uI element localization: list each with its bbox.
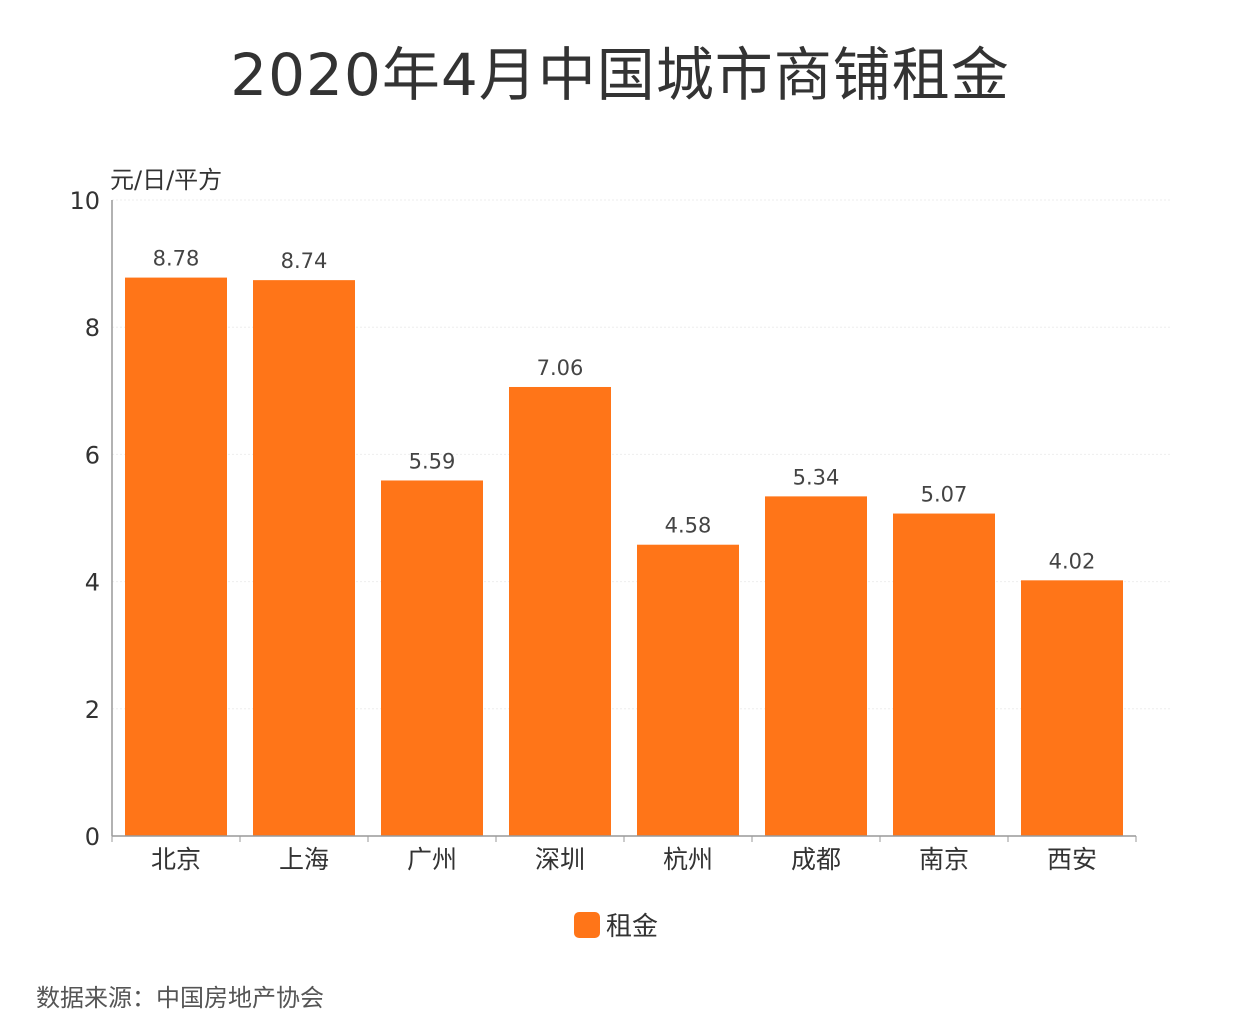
chart-title: 2020年4月中国城市商铺租金: [230, 41, 1010, 109]
x-tick-label: 深圳: [535, 845, 585, 874]
x-tick-label: 杭州: [663, 845, 713, 874]
data-label: 5.07: [921, 483, 968, 507]
y-tick-label: 0: [85, 823, 100, 851]
y-tick-label: 4: [85, 569, 100, 597]
data-label: 4.02: [1049, 549, 1096, 573]
data-label: 4.58: [665, 514, 712, 538]
bars: 8.78 8.74 5.59 7.06 4.58 5.34 5.07 4.02: [125, 247, 1123, 836]
x-tick-label: 成都: [791, 845, 841, 874]
x-tick-label: 上海: [279, 845, 329, 874]
legend: 租金: [574, 906, 658, 943]
x-tick-label: 北京: [151, 845, 201, 874]
bar: [253, 280, 355, 836]
data-label: 7.06: [537, 356, 584, 380]
bar: [381, 480, 483, 836]
data-label: 5.34: [793, 465, 840, 489]
x-tick-label: 南京: [919, 845, 969, 874]
bar: [765, 496, 867, 836]
bar: [1021, 580, 1123, 836]
data-label: 8.78: [153, 247, 200, 271]
data-source-note: 数据来源：中国房地产协会: [36, 984, 324, 1012]
y-tick-label: 10: [69, 187, 100, 215]
axes: 0 2 4 6 8 10 北京 上海 广州 深圳 杭州 成都 南京 西安: [69, 187, 1137, 874]
data-label: 5.59: [409, 449, 456, 473]
bar: [893, 513, 995, 836]
bar: [509, 386, 611, 836]
y-tick-label: 6: [85, 441, 100, 469]
y-tick-label: 8: [85, 314, 100, 342]
x-tick-label: 西安: [1047, 845, 1097, 874]
x-tick-label: 广州: [407, 845, 457, 874]
bar: [125, 277, 227, 836]
legend-swatch: [574, 911, 600, 938]
y-axis-label: 元/日/平方: [110, 166, 222, 194]
bar: [637, 544, 739, 836]
y-tick-label: 2: [85, 696, 100, 724]
data-label: 8.74: [281, 249, 328, 273]
legend-label: 租金: [606, 912, 659, 942]
